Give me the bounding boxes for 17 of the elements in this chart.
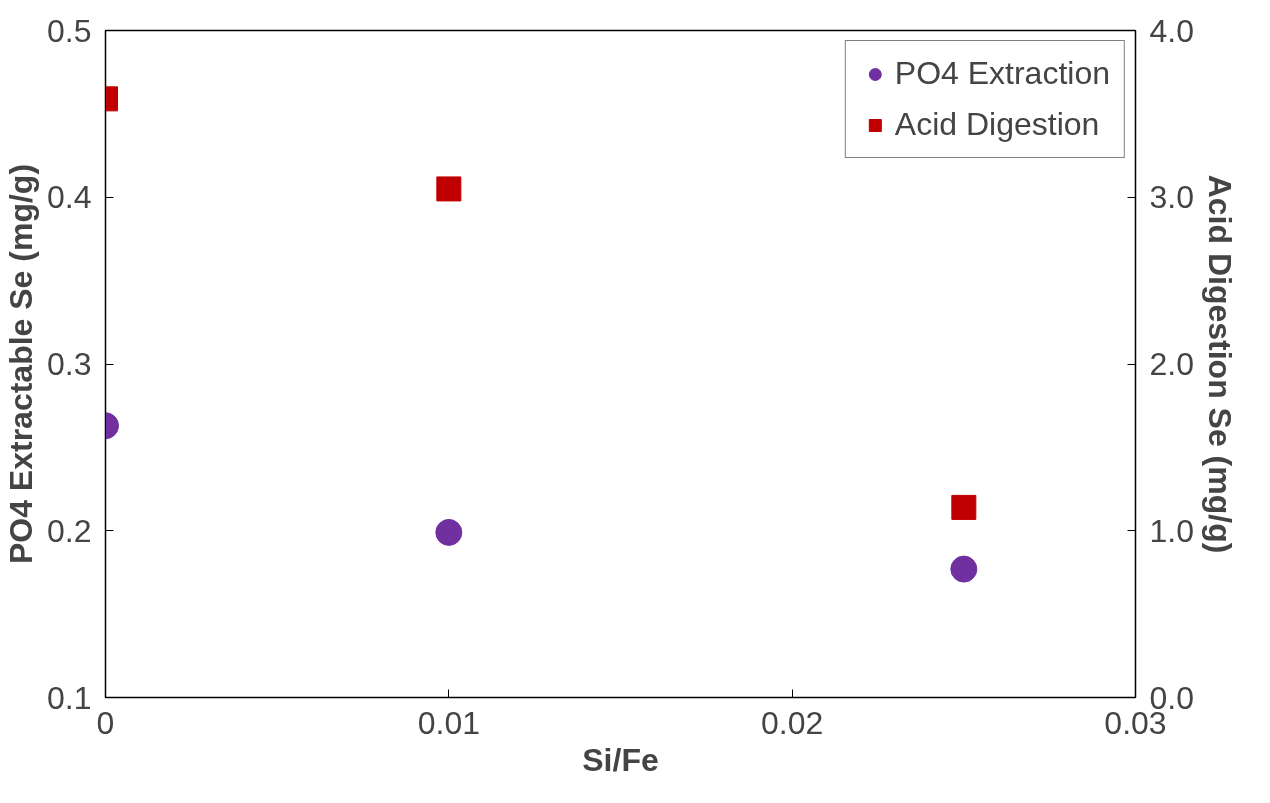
legend-label: PO4 Extraction <box>894 55 1110 92</box>
y2-axis-title: Acid Digestion Se (mg/g) <box>1201 174 1238 554</box>
y-axis-title: PO4 Extractable Se (mg/g) <box>3 163 40 565</box>
x-axis-title: Si/Fe <box>582 741 659 778</box>
x-tick-label: 0 <box>96 704 115 741</box>
y-tick-label: 0.3 <box>47 346 92 382</box>
y2-tick-label: 4.0 <box>1149 12 1194 49</box>
x-tick-label: 0.01 <box>417 704 480 741</box>
y-tick-label: 0.1 <box>47 679 92 716</box>
y-tick-label: 0.5 <box>47 12 92 49</box>
y-tick-label: 0.2 <box>47 512 92 549</box>
y2-tick-label: 1.0 <box>1149 512 1194 549</box>
x-tick-label: 0.02 <box>761 704 824 741</box>
y2-tick-label: 2.0 <box>1149 346 1194 382</box>
y2-tick-label: 3.0 <box>1149 179 1194 216</box>
y-tick-label: 0.4 <box>47 179 92 216</box>
legend-label: Acid Digestion <box>894 106 1100 143</box>
